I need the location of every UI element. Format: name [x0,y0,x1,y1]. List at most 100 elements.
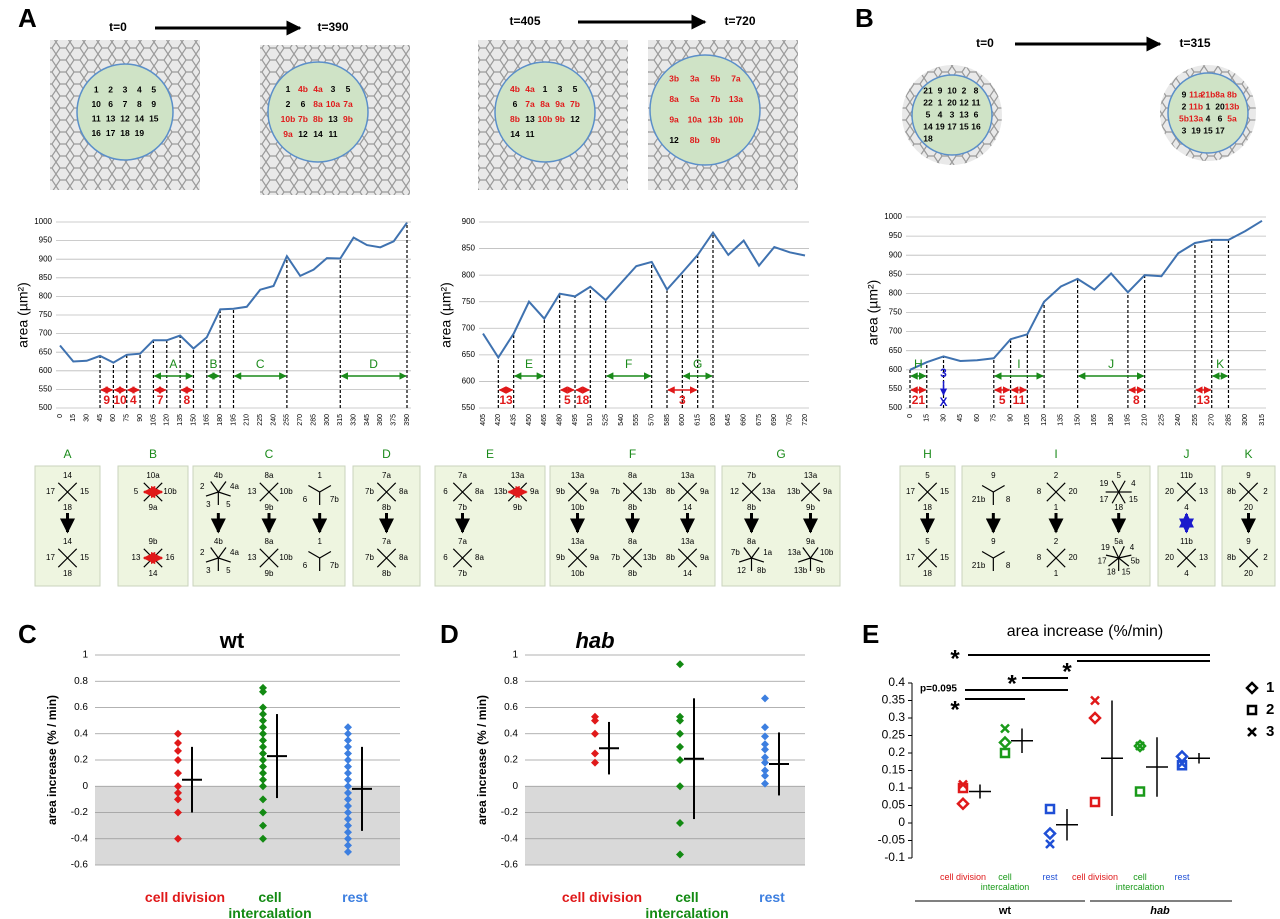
junction-label: 9a [590,487,599,496]
junction-label: 9a [700,553,709,562]
interval-label: G [693,357,702,371]
x-tick-label: 0 [907,414,914,418]
junction-edge [205,557,219,563]
junction-edge [386,491,397,502]
junction-label: 7b [330,561,339,570]
junction-label: 4b [214,471,223,480]
y-axis-label: area increase (% / min) [45,695,59,825]
data-point [344,736,352,745]
schematic-box [434,465,546,587]
interval-label: J [1108,357,1114,371]
cell-label: 17 [1215,125,1225,135]
junction-label: 2 [200,548,205,557]
junction-label: 19 [1099,479,1108,488]
x-tick-label: 165 [1091,414,1098,426]
junction-edge [210,547,219,559]
y-tick-label: 0 [512,781,518,792]
cell-label: 2 [286,99,291,109]
cell-label: 6 [1218,113,1223,123]
y-tick-label: 1000 [34,217,52,226]
junction-label: 7b [365,487,374,496]
junction-label: 7b [365,553,374,562]
data-point [676,716,684,725]
x-tick-label: 135 [177,414,184,426]
junction-label: 16 [166,553,175,562]
junction-label: 13b [787,487,801,496]
y-tick-label: 0.4 [504,728,518,739]
event-label: 3 [940,366,947,380]
schematic-title: E [486,447,494,461]
data-point [174,738,182,747]
x-tick-label: 390 [404,414,411,426]
x-tick-label: 555 [633,414,640,426]
data-point [174,782,182,791]
y-tick-label: 750 [889,308,903,317]
data-point [174,834,182,843]
junction-edge [462,482,473,493]
junction-label: 7a [382,537,391,546]
junction-edge [577,548,588,559]
data-point [259,710,267,719]
category-label: rest [1174,872,1190,882]
data-point [344,723,352,732]
cell-label: 3a [690,73,700,83]
data-point [1177,758,1187,769]
x-tick-label: 45 [957,414,964,422]
cell-label: 2 [962,85,967,95]
junction-label: 13a [804,471,818,480]
junction-label: 10b [820,548,834,557]
data-point [344,815,352,824]
data-point [259,782,267,791]
y-tick-label: -0.6 [501,860,519,871]
junction-label: 18 [1114,503,1123,512]
y-tick-label: 0.25 [882,728,906,742]
data-point [344,788,352,797]
junction-edge [1055,491,1066,502]
junction-edge [57,482,68,493]
junction-edge [67,548,78,559]
junction-edge [577,482,588,493]
cell-label: 13b [708,115,723,125]
interval-label: 3 [679,393,686,407]
junction-edge [462,548,473,559]
category-label: cell intercalation [1115,872,1165,893]
data-point [761,771,769,780]
junction-label: 7a [458,537,467,546]
cell-label: 8a [540,99,550,109]
junction-label: 10b [571,503,585,512]
interval-label: A [169,357,177,371]
y-tick-label: 0.6 [504,702,518,713]
cell-label: 5 [926,109,931,119]
junction-label: 2 [1054,537,1059,546]
junction-label: 9a [530,487,539,496]
junction-edge [981,550,994,559]
junction-label: 13b [794,566,808,575]
y-tick-label: 0.6 [74,702,88,713]
junction-label: 13a [681,537,695,546]
junction-label: 13 [1199,487,1208,496]
cell-label: 14 [135,113,145,123]
data-point [1176,760,1188,771]
junction-label: 13a [788,548,802,557]
junction-edge [927,482,938,493]
junction-label: 15 [1122,568,1131,577]
cell-label: 3 [331,84,336,94]
junction-label: 9 [1246,471,1251,480]
junction-label: 7b [458,569,467,578]
cell-label: 4b [298,84,308,94]
junction-edge [751,482,762,493]
data-point [676,729,684,738]
y-tick-label: 700 [39,329,53,338]
data-point [174,788,182,797]
junction-edge [632,491,643,502]
significance-label: p=0.095 [920,684,957,695]
schematic-title: C [265,447,274,461]
y-tick-label: 0.2 [504,755,518,766]
cell-label: 13 [106,113,116,123]
cell-label: 7b [570,99,580,109]
junction-edge [1055,557,1066,568]
time-label: t=0 [109,20,127,34]
junction-label: 4 [1184,503,1189,512]
junction-label: 5 [226,500,231,509]
